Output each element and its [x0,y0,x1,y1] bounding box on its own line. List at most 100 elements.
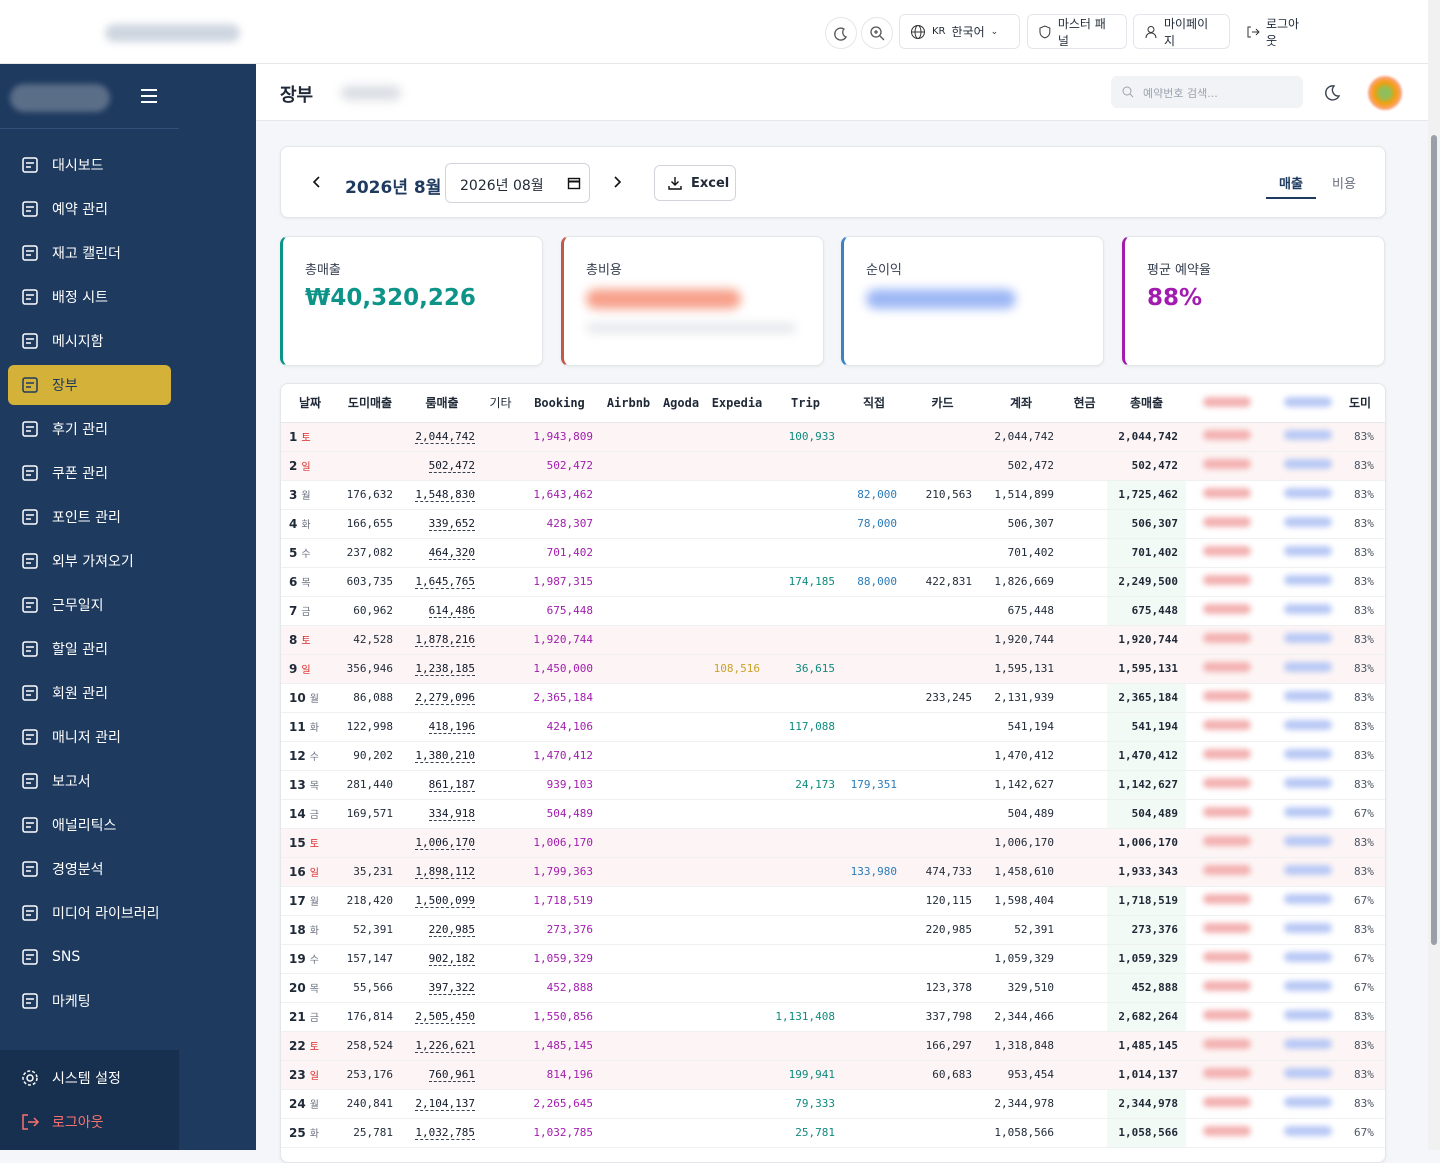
avatar[interactable] [1368,76,1402,110]
nav-item[interactable]: 재고 캘린더 [8,233,171,273]
ledger-cell: 902,182 [401,944,483,974]
nav-item[interactable]: 할일 관리 [8,629,171,669]
nav-item[interactable]: 장부 [8,365,171,405]
ledger-cell: 1,142,627 [980,770,1062,800]
ledger-row: 23 일 253,176 760,961 814,196 199,941 60,683 953… [281,1060,1385,1090]
cell-value: 67% [1354,981,1374,994]
weekday: 목 [301,578,311,589]
search-input[interactable]: 예약번호 검색... [1111,76,1303,108]
blurred-cell [1186,538,1268,568]
weekday: 수 [301,549,311,560]
cell-value: 422,831 [925,575,972,588]
day: 4 [289,517,298,531]
logout-label: 로그아웃 [52,1115,104,1131]
nav-item[interactable]: 애널리틱스 [8,805,171,845]
cell-value: 1,059,329 [1118,952,1178,965]
ledger-cell: 504,489 [518,799,601,829]
nav-item[interactable]: 근무일지 [8,585,171,625]
ledger-cell: 675,448 [518,596,601,626]
icon-shape [22,817,38,833]
nav-item[interactable]: 후기 관리 [8,409,171,449]
icon-shape [22,553,38,569]
cell-value: 55,566 [353,981,393,994]
ledger-cell [483,828,518,858]
ledger-cell: 1,032,785 [401,1118,483,1148]
language-button[interactable]: KR 한국어 ⌄ [899,14,1020,49]
ledger-row: 6 목 603,735 1,645,765 1,987,315 174,185 88,000… [281,567,1385,597]
excel-label: Excel [691,176,730,191]
mypage-button[interactable]: 마이페이지 [1133,14,1230,49]
nav-label: 회원 관리 [52,686,108,702]
cell-value: 123,378 [925,981,972,994]
language-code: KR [932,26,946,37]
ledger-cell [706,509,768,539]
cell-value: 418,196 [428,720,475,734]
nav-label: 대시보드 [52,158,104,174]
nav-item[interactable]: 메시지함 [8,321,171,361]
prev-month[interactable] [311,175,323,189]
ledger-cell: 273,376 [1107,915,1186,945]
icon-shape [26,250,34,256]
logout-button[interactable]: 로그아웃 [1236,14,1320,49]
zoom-button[interactable] [861,17,893,49]
cell-value: 281,440 [346,778,393,791]
settings-item[interactable]: 시스템 설정 [8,1058,171,1098]
day: 15 [289,836,306,850]
cell-value: 1,226,621 [415,1039,475,1053]
ledger-cell: 79,333 [768,1089,843,1119]
menu-toggle[interactable] [140,88,158,104]
nav-item[interactable]: 배정 시트 [8,277,171,317]
ledger-cell [656,741,706,771]
cell-value: 166,297 [925,1039,972,1052]
cell-value: 1,485,145 [533,1039,593,1052]
nav-label: 매니저 관리 [52,730,121,746]
theme-button[interactable] [825,17,857,49]
nav-item[interactable]: SNS [8,937,171,977]
blurred-header [1268,384,1348,423]
cell-value: 1,920,744 [994,633,1054,646]
ledger-cell [768,973,843,1003]
month-input[interactable]: 2026년 08월 [445,163,590,203]
blurred-text [1284,952,1332,962]
nav-item[interactable]: 매니저 관리 [8,717,171,757]
icon-shape [26,778,34,784]
ledger-cell [1062,422,1107,452]
ledger-cell [1062,683,1107,713]
cell-value: 506,307 [1131,517,1178,530]
cell-value: 36,615 [795,662,835,675]
card-label: 총비용 [586,263,622,278]
tab-sales[interactable]: 매출 [1266,165,1316,199]
cell-value: 1,318,848 [994,1039,1054,1052]
nav-item[interactable]: 경영분석 [8,849,171,889]
day: 11 [289,720,306,734]
master-panel-button[interactable]: 마스터 패널 [1027,14,1127,49]
nav-item[interactable]: 대시보드 [8,145,171,185]
logout-item[interactable]: 로그아웃 [8,1102,171,1142]
tab-cost[interactable]: 비용 [1332,177,1356,192]
cell-value: 67% [1354,807,1374,820]
cell-value: 133,980 [850,865,897,878]
ledger-row: 19 수 157,147 902,182 1,059,329 1,059,329 1,059… [281,944,1385,974]
nav-item[interactable]: 미디어 라이브러리 [8,893,171,933]
nav-item[interactable]: 마케팅 [8,981,171,1021]
toolbar: 2026년 8월 2026년 08월 Excel 매출 비용 [280,146,1386,218]
ledger-cell [1062,1089,1107,1119]
ledger-row: 13 목 281,440 861,187 939,103 24,173 179,351 1,1… [281,770,1385,800]
nav-item[interactable]: 회원 관리 [8,673,171,713]
cell-value: 210,563 [925,488,972,501]
nav-item[interactable]: 외부 가져오기 [8,541,171,581]
excel-button[interactable]: Excel [654,165,736,201]
nav-item[interactable]: 쿠폰 관리 [8,453,171,493]
ledger-cell [843,538,905,568]
nav-item[interactable]: 예약 관리 [8,189,171,229]
nav-item[interactable]: 보고서 [8,761,171,801]
next-month[interactable] [611,175,623,189]
cell-value: 1,920,744 [533,633,593,646]
theme-toggle[interactable] [1322,82,1342,102]
nav-item[interactable]: 포인트 관리 [8,497,171,537]
weekday: 월 [309,694,319,705]
cell-value: 1,142,627 [1118,778,1178,791]
day: 21 [289,1010,306,1024]
